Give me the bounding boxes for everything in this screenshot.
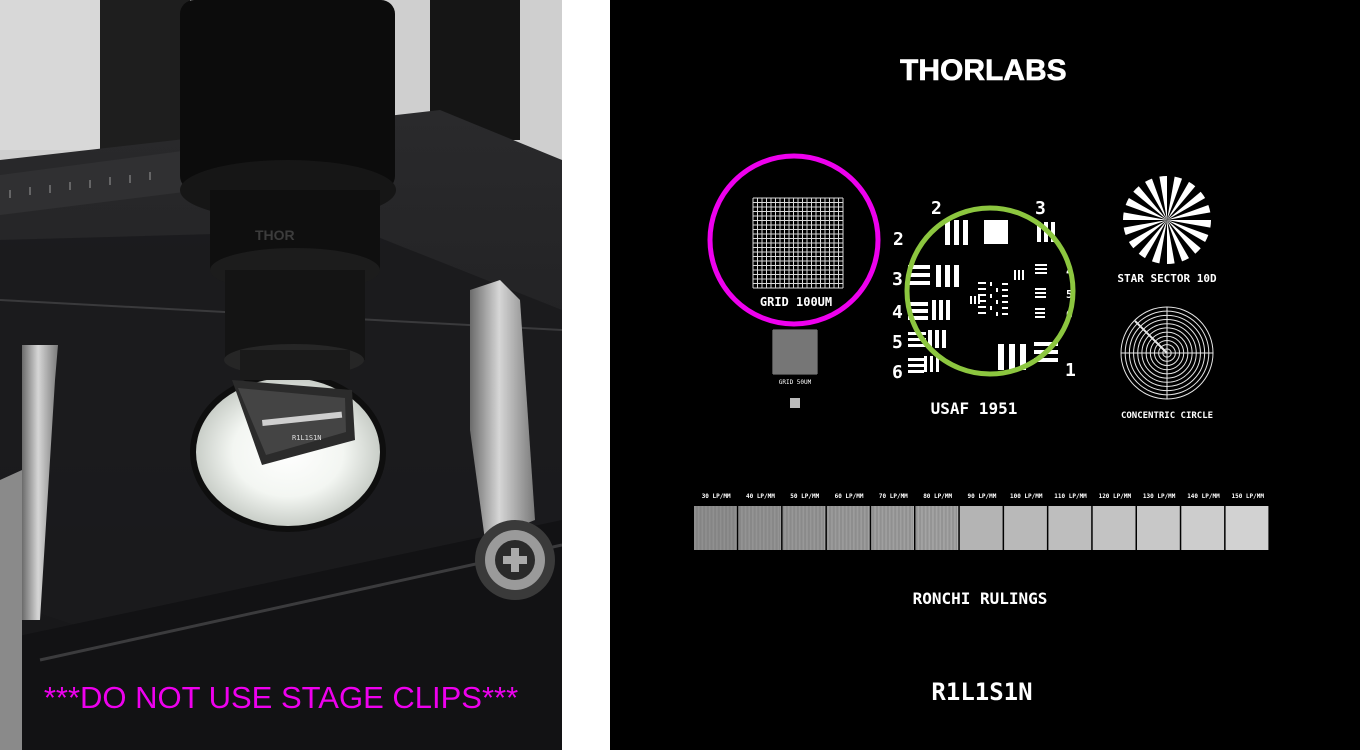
grid-100um-pattern bbox=[752, 197, 844, 289]
ronchi-labels: 30 LP/MM 40 LP/MM 50 LP/MM 60 LP/MM 70 LP/MM… bbox=[702, 493, 1265, 500]
ronchi-title: RONCHI RULINGS bbox=[913, 589, 1048, 608]
ronchi-block bbox=[1092, 506, 1136, 550]
usaf-label: USAF 1951 bbox=[931, 399, 1018, 418]
ronchi-label: 140 LP/MM bbox=[1187, 493, 1220, 500]
grid-50um-label: GRID 50UM bbox=[779, 379, 812, 386]
usaf-1951-pattern: 2 3 2 3 4 5 6 4 5 6 1 bbox=[892, 198, 1076, 383]
ronchi-label: 130 LP/MM bbox=[1143, 493, 1176, 500]
ronchi-label: 60 LP/MM bbox=[835, 493, 864, 500]
slide-caption: R1L1S1N bbox=[292, 434, 322, 442]
ronchi-label: 30 LP/MM bbox=[702, 493, 731, 500]
concentric-circle-pattern bbox=[1120, 306, 1214, 400]
ronchi-label: 80 LP/MM bbox=[923, 493, 952, 500]
svg-text:3: 3 bbox=[892, 269, 903, 290]
brand-logo: THORLABS bbox=[900, 54, 1067, 87]
ronchi-block bbox=[1137, 506, 1180, 550]
star-sector-label: STAR SECTOR 10D bbox=[1117, 272, 1217, 285]
svg-text:4: 4 bbox=[892, 302, 903, 323]
svg-text:2: 2 bbox=[893, 229, 904, 250]
ronchi-label: 70 LP/MM bbox=[879, 493, 908, 500]
svg-text:3: 3 bbox=[1035, 198, 1046, 219]
ronchi-block bbox=[1225, 506, 1269, 550]
ronchi-label: 50 LP/MM bbox=[790, 493, 819, 500]
svg-text:5: 5 bbox=[892, 332, 903, 353]
grid-50um-pattern bbox=[772, 329, 818, 375]
ronchi-rulings bbox=[694, 506, 1269, 550]
ronchi-block bbox=[1004, 506, 1047, 550]
ronchi-label: 90 LP/MM bbox=[967, 493, 996, 500]
ronchi-label: 120 LP/MM bbox=[1099, 493, 1132, 500]
grid-highlight-circle bbox=[707, 153, 881, 327]
ronchi-label: 110 LP/MM bbox=[1054, 493, 1087, 500]
star-sector-pattern bbox=[1123, 176, 1211, 264]
concentric-label: CONCENTRIC CIRCLE bbox=[1121, 411, 1213, 421]
ronchi-label: 100 LP/MM bbox=[1010, 493, 1043, 500]
svg-text:6: 6 bbox=[892, 362, 903, 383]
usaf-highlight-circle bbox=[904, 205, 1076, 377]
stage-clip-warning: ***DO NOT USE STAGE CLIPS*** bbox=[43, 680, 519, 715]
ronchi-block bbox=[959, 506, 1003, 550]
ronchi-block bbox=[1048, 506, 1092, 550]
part-number: R1L1S1N bbox=[931, 678, 1032, 706]
resolution-target-image: THORLABS GRID 100UM GRID 50UM 2 3 2 3 4 … bbox=[610, 0, 1360, 750]
svg-text:THOR: THOR bbox=[255, 227, 295, 243]
ronchi-block bbox=[1181, 506, 1225, 550]
small-grid-square bbox=[790, 398, 800, 408]
svg-text:2: 2 bbox=[931, 198, 942, 219]
grid-100um-label: GRID 100UM bbox=[760, 295, 832, 309]
microscope-photo: R1L1S1N THOR ***DO NOT USE STAGE CLIPS**… bbox=[0, 0, 562, 750]
ronchi-label: 150 LP/MM bbox=[1231, 493, 1264, 500]
ronchi-label: 40 LP/MM bbox=[746, 493, 775, 500]
svg-text:5: 5 bbox=[1066, 288, 1073, 301]
svg-text:1: 1 bbox=[1065, 360, 1076, 381]
